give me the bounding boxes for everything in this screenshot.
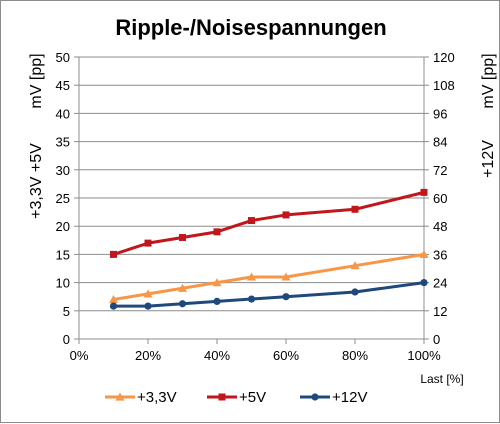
y-left-tick-label: 30 [56,163,70,178]
data-point-5v [248,217,255,225]
y-left-tick-label: 45 [56,78,70,93]
data-point-5v [351,205,359,213]
x-tick-label: 100% [407,348,441,363]
y-right-tick-label: 96 [433,106,447,121]
series-5v [110,188,428,258]
tick-labels: 0 5 10 15 20 25 30 35 40 45 50 0 12 24 36 48 60 72 84 96 108… [56,50,455,363]
y-left-tick-label: 10 [56,276,70,291]
y-right-tick-label: 108 [433,78,455,93]
x-tick-label: 20% [135,348,161,363]
data-point-12v [247,295,256,303]
y-right-tick-label: 48 [433,219,447,234]
y-right-tick-label: 120 [433,50,455,65]
data-series [109,188,429,310]
x-tick-label: 80% [342,348,368,363]
data-point-33v [281,272,291,281]
y-left-tick-label: 20 [56,219,70,234]
data-point-5v [282,211,290,219]
series-line-33v [113,252,425,302]
x-tick-label: 0% [70,348,89,363]
y-right-tick-label: 12 [433,304,447,319]
data-point-33v [109,295,118,304]
data-point-12v [351,288,359,296]
data-point-33v [212,278,222,287]
series-line-12v [113,281,425,308]
legend-label: +3,3V [137,389,177,406]
data-point-33v [350,261,360,270]
legend-item-12v: +12V [300,389,367,406]
legend-label: +12V [332,389,367,406]
legend-marker [311,393,319,401]
series-12v [109,279,428,310]
x-tick-label: 40% [204,348,230,363]
y-right-tick-label: 84 [433,135,447,150]
y-right-tick-label: 24 [433,276,447,291]
data-point-33v [247,272,256,281]
legend-item-33v: +3,3V [105,389,177,406]
y-axis-right-title-line2: mV [pp] [480,53,497,108]
data-point-5v [420,188,428,196]
y-right-tick-label: 36 [433,247,447,262]
x-tick-label: 60% [273,348,299,363]
y-left-tick-label: 40 [56,106,70,121]
data-point-5v [179,233,186,241]
y-left-tick-label: 5 [63,304,70,319]
series-line-5v [113,190,425,256]
y-left-tick-label: 0 [63,332,70,347]
series-33v [109,249,429,304]
data-point-12v [420,279,428,287]
legend-label: +5V [239,389,266,406]
data-point-12v [178,300,187,308]
data-point-12v [109,302,118,310]
y-axis-right-title-line1: +12V [480,140,497,178]
data-point-33v [178,283,187,292]
chart-title: Ripple-/Noisespannungen [115,15,386,40]
y-left-tick-label: 25 [56,191,70,206]
x-axis-title: Last [%] [420,372,463,386]
legend-item-5v: +5V [207,389,266,406]
y-right-tick-label: 72 [433,163,447,178]
y-left-tick-label: 35 [56,135,70,150]
data-point-12v [144,302,152,310]
legend: +3,3V +5V +12V [105,389,367,406]
gridlines [79,56,424,312]
data-point-12v [213,297,221,305]
data-point-33v [419,249,429,258]
data-point-12v [282,293,290,301]
y-right-tick-label: 0 [433,332,440,347]
data-point-5v [213,228,221,236]
y-right-tick-label: 60 [433,191,447,206]
axes [74,56,429,344]
y-left-tick-label: 50 [56,50,70,65]
y-axis-left-title-line2: mV [pp] [28,53,45,108]
y-left-tick-label: 15 [56,247,70,262]
data-point-5v [144,239,152,247]
data-point-5v [110,250,117,258]
data-point-33v [143,289,153,298]
y-axis-left-title-line1: +3,3V +5V [28,143,45,219]
legend-marker [115,392,125,401]
legend-marker [218,393,226,401]
